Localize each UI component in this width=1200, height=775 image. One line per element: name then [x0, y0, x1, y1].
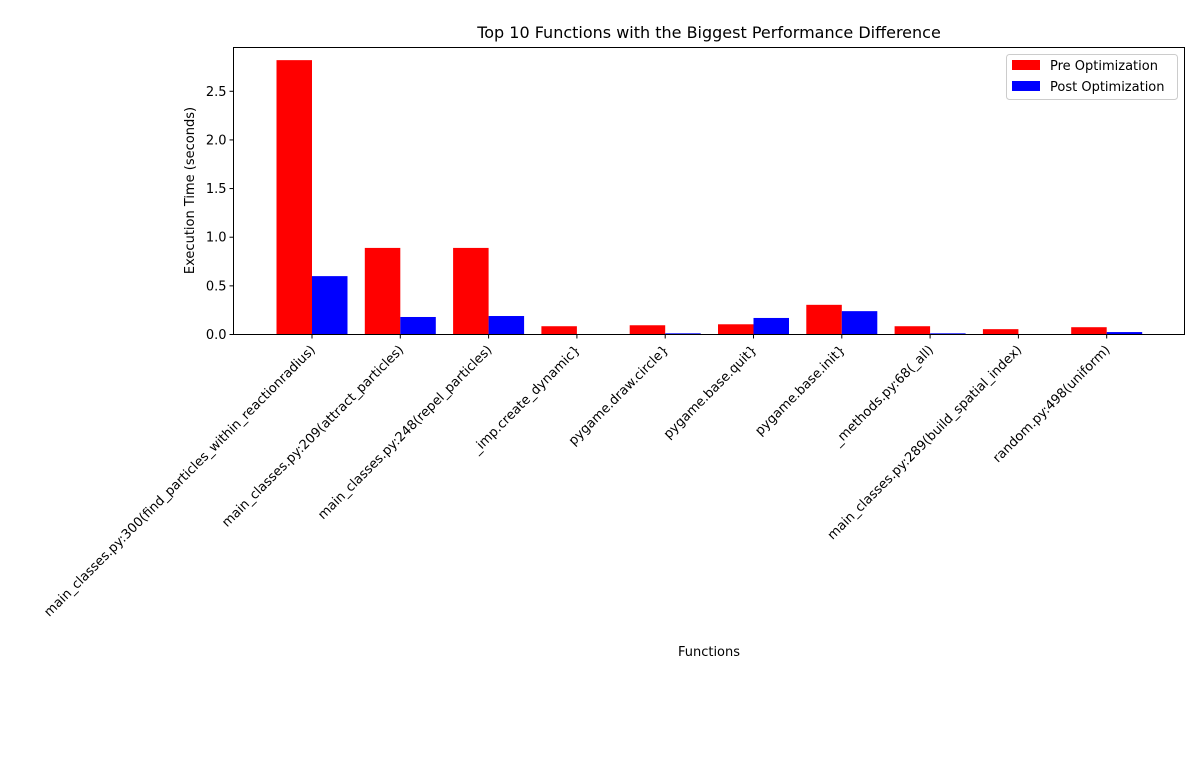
x-axis-label: Functions: [678, 645, 740, 660]
y-tick-label: 0.0: [206, 328, 227, 343]
y-tick-label: 2.5: [206, 85, 227, 100]
y-tick-label: 1.0: [206, 231, 227, 246]
bar-pre-optimization-3: [453, 247, 489, 335]
bar-post-optimization-7: [841, 311, 878, 335]
y-axis-label: Execution Time (seconds): [183, 107, 198, 274]
y-tick-label: 1.5: [206, 182, 227, 197]
bar-pre-optimization-8: [894, 326, 931, 335]
plot-frame: [233, 47, 1185, 335]
legend-swatch: [1012, 60, 1040, 70]
bar-post-optimization-8: [930, 333, 966, 335]
legend-swatch: [1012, 81, 1040, 91]
bars-layer: [276, 60, 1143, 335]
bar-pre-optimization-1: [276, 60, 312, 335]
bar-pre-optimization-6: [718, 324, 754, 335]
legend-label: Post Optimization: [1050, 80, 1165, 95]
bar-post-optimization-2: [400, 316, 436, 335]
bar-pre-optimization-9: [982, 329, 1019, 335]
bar-post-optimization-10: [1106, 332, 1143, 335]
chart-title: Top 10 Functions with the Biggest Perfor…: [476, 23, 941, 42]
bar-post-optimization-3: [488, 316, 525, 335]
y-tick-label: 0.5: [206, 279, 227, 294]
bar-pre-optimization-5: [629, 325, 666, 335]
bar-post-optimization-5: [665, 333, 701, 335]
y-tick-label: 2.0: [206, 133, 227, 148]
legend-box: [1006, 54, 1178, 100]
bar-pre-optimization-7: [806, 304, 842, 335]
bar-post-optimization-6: [753, 317, 789, 335]
y-axis-ticks: 0.0 0.5 1.0 1.5 2.0 2.5: [206, 85, 234, 343]
bar-pre-optimization-2: [364, 247, 401, 335]
bar-pre-optimization-4: [541, 326, 577, 335]
legend-label: Pre Optimization: [1050, 59, 1158, 74]
bar-pre-optimization-10: [1071, 327, 1107, 335]
bar-post-optimization-1: [312, 276, 348, 335]
legend: Pre Optimization Post Optimization: [1006, 54, 1178, 100]
